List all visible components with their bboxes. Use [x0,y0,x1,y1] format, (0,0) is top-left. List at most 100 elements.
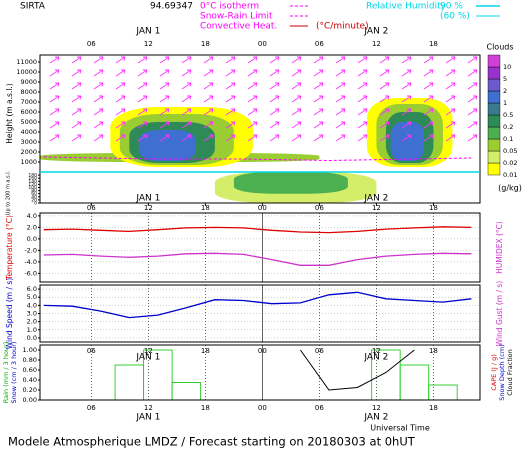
frame [39,212,481,283]
wind-arrow [335,134,346,142]
wind-arrow [335,82,346,90]
wind-arrow [313,82,324,90]
wind-arrow [137,56,148,64]
time-axis-label: Universal Time [370,424,430,433]
wind-arrow [93,69,104,77]
wind-arrow [49,69,60,77]
wind-arrow [181,108,192,116]
wind-arrow [115,95,126,103]
y-tick-label: -6.0 [24,269,37,277]
wind-arrow [379,121,390,129]
y-tick-label: 0.0 [27,334,37,342]
wind-arrow [115,82,126,90]
y-tick-label: 10000 [16,68,37,76]
wind-arrow [247,121,258,129]
series-line [43,291,472,319]
wind-arrow [247,56,258,64]
legend-snow-rain: Snow-Rain Limit [200,12,273,22]
wind-arrow [181,95,192,103]
axis-label: Up to 200 m a.s.l. [6,170,12,215]
wind-arrow [291,82,302,90]
date-label: JAN 1 [135,194,160,204]
series-line [299,349,415,391]
wind-arrow [137,82,148,90]
y-tick-label: 40 [31,194,37,200]
cloud-cell [233,172,348,194]
wind-arrow [159,56,170,64]
wind-arrow [357,108,368,116]
y-tick-label: 0 [34,201,37,207]
y-tick-label: 5000 [20,118,37,126]
wind-arrow [357,69,368,77]
wind-arrow [93,95,104,103]
colorbar-cell [487,114,501,128]
y-tick-label: 8000 [20,88,37,96]
y-tick-label: 0.80 [23,356,37,364]
wind-arrow [225,108,236,116]
x-tick-label: 12 [372,40,381,48]
wind-arrow [115,108,126,116]
wind-arrow [203,134,214,142]
wind-arrow [445,69,456,77]
y-tick-label: 7000 [20,98,37,106]
y-tick-label: 1000 [20,158,37,166]
series-line [43,156,472,162]
x-tick-label: 06 [315,404,324,412]
y-tick-label: 120 [28,182,37,188]
frame [39,344,481,401]
wind-arrow [445,82,456,90]
wind-arrow [313,95,324,103]
coords: 94.69347 [150,2,193,12]
colorbar-title: Clouds [486,43,513,52]
wind-arrow [357,121,368,129]
date-label: JAN 1 [135,413,160,423]
x-tick-label: 12 [144,40,153,48]
wind-arrow [203,69,214,77]
wind-arrow [115,121,126,129]
wind-arrow [379,56,390,64]
colorbar-cell [487,78,501,92]
axis-label: Cloud Fraction [506,349,514,396]
wind-arrow [291,69,302,77]
y-tick-label: 20 [31,197,37,203]
station: SIRTA [20,2,46,12]
wind-arrow [445,134,456,142]
wind-arrow [423,56,434,64]
wind-arrow [291,95,302,103]
wind-arrow [137,134,148,142]
y-tick-label: 2000 [20,148,37,156]
axis-label: Height (m a.s.l.) [5,83,14,144]
wind-arrow [247,108,258,116]
wind-arrow [467,69,478,77]
wind-arrow [159,108,170,116]
wind-arrow [225,134,236,142]
y-tick-label: 9000 [20,78,37,86]
wind-arrow [401,121,412,129]
date-label: JAN 2 [363,27,388,37]
date-label: JAN 1 [135,353,160,363]
wind-arrow [379,134,390,142]
wind-arrow [357,134,368,142]
y-tick-label: 1.0 [27,326,37,334]
x-tick-label: 18 [201,347,210,355]
wind-arrow [71,134,82,142]
wind-arrow [313,134,324,142]
wind-arrow [49,134,60,142]
wind-arrow [71,121,82,129]
wind-arrow [291,56,302,64]
colorbar-cell [487,150,501,164]
wind-arrow [335,95,346,103]
x-tick-label: 06 [315,204,324,212]
wind-arrow [247,82,258,90]
y-tick-label: 0.60 [23,366,37,374]
cloud-field [40,56,478,203]
wind-arrow [137,69,148,77]
x-tick-label: 18 [429,40,438,48]
colorbar-unit: (g/kg) [498,184,522,193]
wind-arrow [137,108,148,116]
wind-arrow [401,69,412,77]
x-tick-label: 06 [87,40,96,48]
wind-arrow [247,134,258,142]
wind-arrow [313,108,324,116]
